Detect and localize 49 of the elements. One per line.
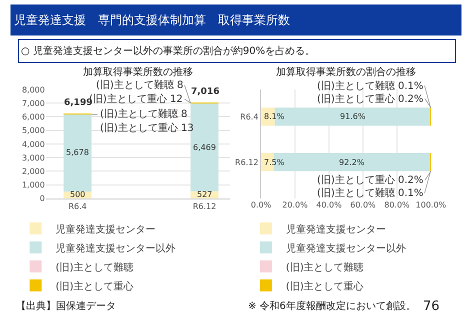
chart-title: 加算取得事業所数の推移 [83,66,193,78]
x-tick-label: R6.12 [192,202,216,211]
legend-label: (旧)主として重心 [56,280,134,292]
y-tick-label: 2,000 [22,166,45,176]
x-tick-label: 40.0% [316,200,342,210]
legend-label: (旧)主として重心 [286,280,364,292]
x-tick-label: 20.0% [282,200,308,210]
x-tick-label: 80.0% [384,200,410,210]
x-tick-label: R6.4 [68,202,87,211]
x-tick-label: 60.0% [350,200,376,210]
data-label: 5,678 [66,148,89,157]
y-tick-label: 4,000 [22,140,45,149]
y-tick-label: 1,000 [22,180,45,190]
bar [64,114,92,192]
text: ○ 児童発達支援センター以外の事業所の割合が約90%を占める。 [21,45,316,57]
chart-title: 加算取得事業所数の割合の推移 [276,66,416,78]
y-tick-label: 0 [40,194,45,204]
text: 76 [423,299,440,314]
text: (旧)主として重心 0.2% [317,175,424,186]
data-label: 91.6% [340,112,366,121]
text: (旧)主として重心 13 [100,123,194,134]
legend-label: (旧)主として難聴 [56,261,134,274]
data-label: 7.5% [264,158,285,167]
y-tick-label: 5,000 [22,126,45,136]
y-tick-label: 8,000 [22,85,45,94]
x-tick-label: 0.0% [250,200,272,210]
data-label: 6,469 [193,143,216,152]
text: 児童発達支援 専門的支援体制加算 取得事業所数 [14,13,290,27]
data-label: 92.2% [339,158,365,167]
legend-label: 児童発達支援センター [286,223,386,236]
legend-label: (旧)主として難聴 [286,261,364,274]
total-label: 7,016 [191,87,220,97]
data-label: 527 [197,190,212,199]
text: (旧)主として難聴 0.1% [317,188,424,199]
text: ※ 令和6年度報酬改定において創設。 [248,300,416,312]
text: (旧)主として重心 0.2% [317,94,424,105]
legend-label: 児童発達支援センター [56,223,156,236]
legend-label: 児童発達支援センター以外 [56,242,176,254]
text: (旧)主として難聴 8 [100,109,188,120]
text: (旧)主として難聴 0.1% [317,81,424,92]
y-tick-label: 6,000 [22,112,45,122]
text: 【出典】国保連データ [16,300,116,312]
legend-label: 児童発達支援センター以外 [286,242,406,254]
text: (旧)主として難聴 8 [96,80,184,91]
data-label: 500 [70,190,86,199]
data-label: 8.1% [264,112,285,121]
y-tick-label: 7,000 [22,98,45,108]
x-tick-label: 100.0% [416,200,447,210]
y-tick-label: 3,000 [22,153,45,162]
